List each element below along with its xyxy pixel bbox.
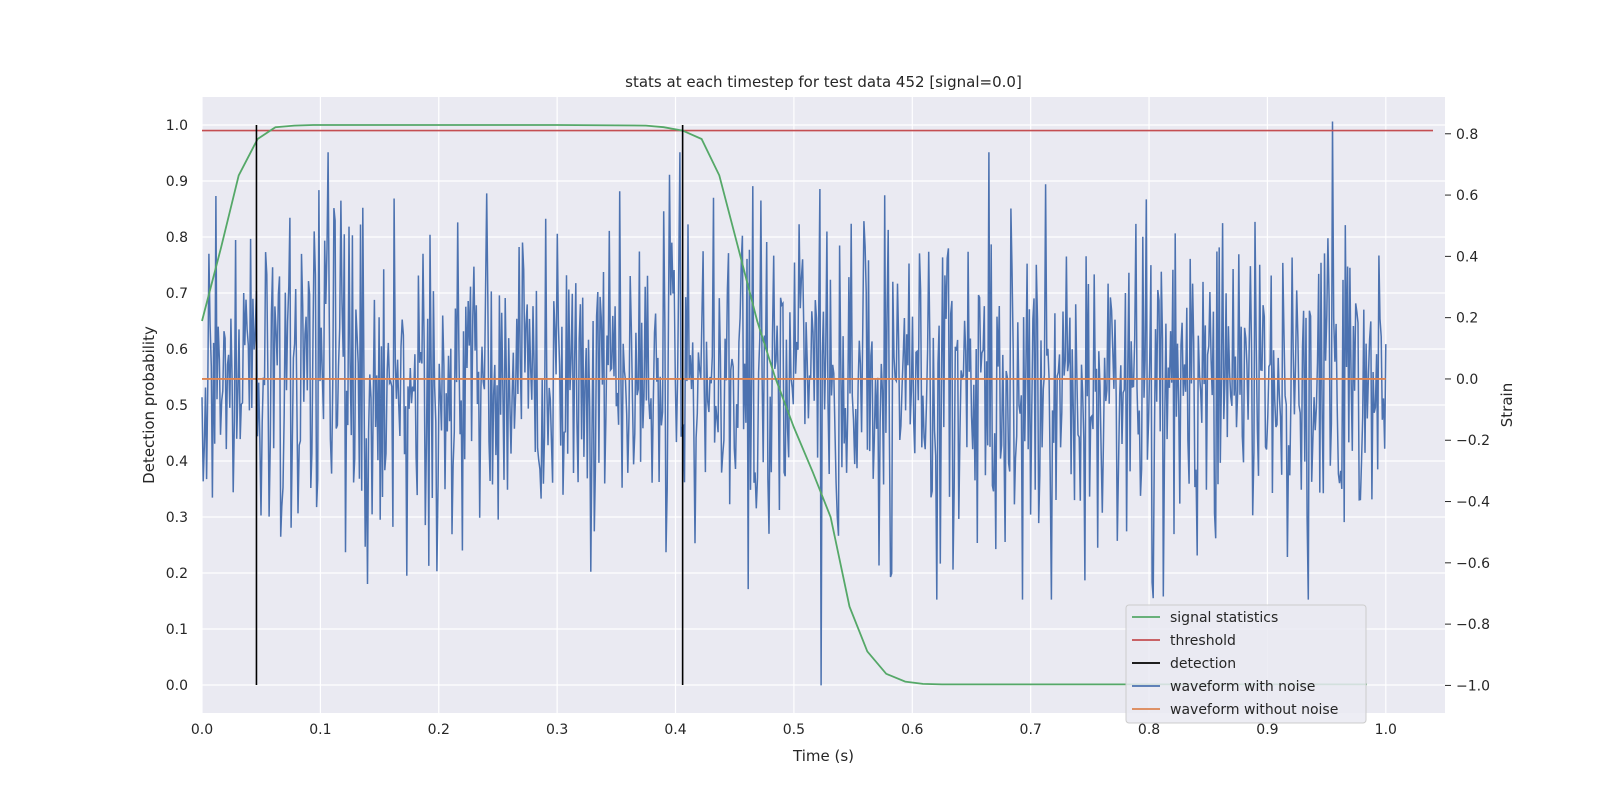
y-tick-label: 0.5	[166, 398, 188, 414]
y2-tick-label: 0.4	[1456, 249, 1478, 265]
y-axis-label: Detection probability	[140, 326, 158, 484]
y2-tick-label: 0.2	[1456, 311, 1478, 327]
x-tick-label: 0.1	[309, 722, 331, 738]
y2-tick-label: −1.0	[1456, 678, 1490, 694]
y-tick-label: 0.2	[166, 566, 188, 582]
y-tick-label: 0.8	[166, 230, 188, 246]
y2-tick-label: −0.2	[1456, 433, 1490, 449]
x-tick-label: 0.9	[1256, 722, 1278, 738]
x-tick-label: 0.3	[546, 722, 568, 738]
y-tick-label: 0.1	[166, 622, 188, 638]
x-tick-label: 0.0	[191, 722, 213, 738]
legend-label: waveform without noise	[1170, 702, 1338, 718]
y2-tick-label: 0.6	[1456, 188, 1478, 204]
y-tick-label: 0.6	[166, 342, 188, 358]
right-axis-ticks: −1.0 −0.8 −0.6 −0.4 −0.2 0.0 0.2 0.4 0.6 0.8	[1445, 127, 1490, 694]
x-tick-label: 0.8	[1138, 722, 1160, 738]
x-tick-label: 0.7	[1020, 722, 1042, 738]
x-tick-label: 0.5	[783, 722, 805, 738]
legend-label: detection	[1170, 656, 1236, 672]
x-tick-label: 0.4	[664, 722, 686, 738]
y-tick-label: 1.0	[166, 118, 188, 134]
legend: signal statistics threshold detection wavef…	[1125, 604, 1367, 724]
y2-tick-label: 0.0	[1456, 372, 1478, 388]
y-tick-label: 0.4	[166, 454, 188, 470]
y-tick-label: 0.3	[166, 510, 188, 526]
left-axis-ticks: 0.0 0.1 0.2 0.3 0.4 0.5 0.6 0.7 0.8 0.9 1.0	[166, 118, 188, 694]
y2-tick-label: −0.6	[1456, 556, 1490, 572]
signal-statistics-line	[201, 124, 1367, 686]
y2-tick-label: 0.8	[1456, 127, 1478, 143]
x-tick-label: 0.2	[428, 722, 450, 738]
legend-label: threshold	[1170, 633, 1236, 649]
y2-tick-label: −0.4	[1456, 495, 1490, 511]
x-axis-label: Time (s)	[792, 747, 854, 765]
waveform-with-noise-line	[201, 121, 1387, 686]
x-tick-label: 1.0	[1375, 722, 1397, 738]
y2-tick-label: −0.8	[1456, 617, 1490, 633]
legend-label: signal statistics	[1170, 610, 1278, 626]
y-tick-label: 0.7	[166, 286, 188, 302]
x-tick-label: 0.6	[901, 722, 923, 738]
legend-box	[1125, 604, 1367, 724]
chart-title: stats at each timestep for test data 452…	[625, 73, 1022, 91]
y-tick-label: 0.0	[166, 678, 188, 694]
y-tick-label: 0.9	[166, 174, 188, 190]
y2-axis-label: Strain	[1498, 383, 1516, 427]
legend-label: waveform with noise	[1170, 679, 1315, 695]
bottom-axis-ticks: 0.0 0.1 0.2 0.3 0.4 0.5 0.6 0.7 0.8 0.9 1.0	[191, 722, 1397, 738]
series-layer	[201, 121, 1433, 686]
